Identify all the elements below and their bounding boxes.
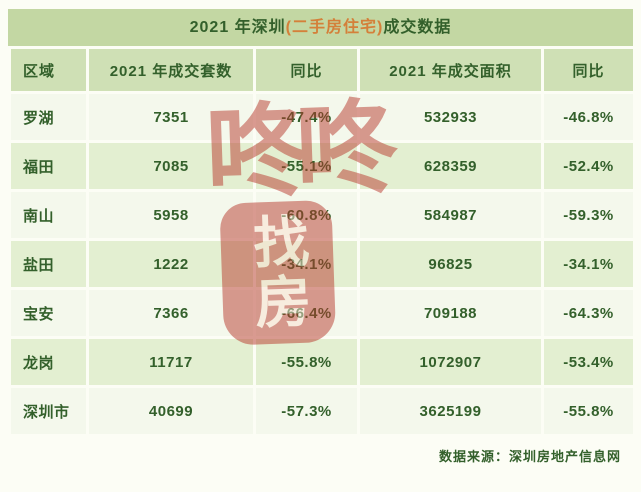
area-yoy-cell: -34.1% bbox=[541, 238, 636, 290]
table-body: 罗湖 7351 -47.4% 532933 -46.8% 福田 7085 -55.1% 6283… bbox=[8, 91, 636, 437]
count-yoy-cell: -57.3% bbox=[253, 385, 360, 437]
region-cell: 宝安 bbox=[8, 287, 89, 339]
count-yoy-cell: -34.1% bbox=[253, 238, 360, 290]
data-table: 区域 2021 年成交套数 同比 2021 年成交面积 同比 罗湖 7351 -47.4% 5… bbox=[8, 46, 636, 437]
region-cell: 福田 bbox=[8, 140, 89, 192]
count-yoy-cell: -55.1% bbox=[253, 140, 360, 192]
table-row: 福田 7085 -55.1% 628359 -52.4% bbox=[8, 140, 636, 192]
column-header-0: 区域 bbox=[8, 46, 89, 94]
area-cell: 1072907 bbox=[357, 336, 544, 388]
title-prefix: 2021 年深圳 bbox=[189, 19, 286, 36]
area-yoy-cell: -59.3% bbox=[541, 189, 636, 241]
table-row: 盐田 1222 -34.1% 96825 -34.1% bbox=[8, 238, 636, 290]
region-cell: 南山 bbox=[8, 189, 89, 241]
count-yoy-cell: -55.8% bbox=[253, 336, 360, 388]
count-yoy-cell: -60.8% bbox=[253, 189, 360, 241]
title-suffix: 成交数据 bbox=[383, 19, 452, 36]
area-cell: 96825 bbox=[357, 238, 544, 290]
count-cell: 7351 bbox=[86, 91, 256, 143]
area-cell: 584987 bbox=[357, 189, 544, 241]
table-row: 龙岗 11717 -55.8% 1072907 -53.4% bbox=[8, 336, 636, 388]
column-header-3: 2021 年成交面积 bbox=[357, 46, 544, 94]
table-row: 南山 5958 -60.8% 584987 -59.3% bbox=[8, 189, 636, 241]
region-cell: 龙岗 bbox=[8, 336, 89, 388]
region-cell: 罗湖 bbox=[8, 91, 89, 143]
count-yoy-cell: -47.4% bbox=[253, 91, 360, 143]
count-cell: 1222 bbox=[86, 238, 256, 290]
data-source: 数据来源：深圳房地产信息网 bbox=[438, 449, 621, 464]
area-cell: 709188 bbox=[357, 287, 544, 339]
count-cell: 11717 bbox=[86, 336, 256, 388]
column-header-4: 同比 bbox=[541, 46, 636, 94]
area-yoy-cell: -46.8% bbox=[541, 91, 636, 143]
table-row: 宝安 7366 -66.4% 709188 -64.3% bbox=[8, 287, 636, 339]
area-yoy-cell: -55.8% bbox=[541, 385, 636, 437]
table-row: 罗湖 7351 -47.4% 532933 -46.8% bbox=[8, 91, 636, 143]
region-cell: 盐田 bbox=[8, 238, 89, 290]
area-yoy-cell: -53.4% bbox=[541, 336, 636, 388]
count-cell: 7085 bbox=[86, 140, 256, 192]
area-yoy-cell: -64.3% bbox=[541, 287, 636, 339]
region-cell: 深圳市 bbox=[8, 385, 89, 437]
title-highlight: (二手房住宅) bbox=[285, 19, 384, 36]
count-cell: 40699 bbox=[86, 385, 256, 437]
area-cell: 532933 bbox=[357, 91, 544, 143]
column-header-1: 2021 年成交套数 bbox=[86, 46, 256, 94]
column-header-2: 同比 bbox=[253, 46, 360, 94]
page-title: 2021 年深圳(二手房住宅)成交数据 bbox=[8, 9, 633, 46]
count-cell: 5958 bbox=[86, 189, 256, 241]
table-row: 深圳市 40699 -57.3% 3625199 -55.8% bbox=[8, 385, 636, 437]
count-cell: 7366 bbox=[86, 287, 256, 339]
header-row: 区域 2021 年成交套数 同比 2021 年成交面积 同比 bbox=[8, 46, 636, 94]
area-cell: 628359 bbox=[357, 140, 544, 192]
area-yoy-cell: -52.4% bbox=[541, 140, 636, 192]
count-yoy-cell: -66.4% bbox=[253, 287, 360, 339]
area-cell: 3625199 bbox=[357, 385, 544, 437]
